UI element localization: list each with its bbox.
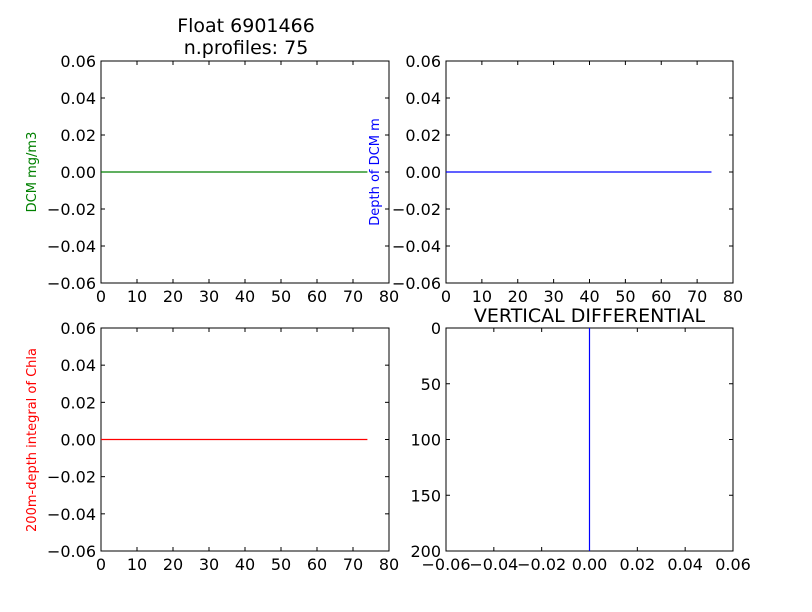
y-axis-label: Depth of DCM m <box>368 118 383 226</box>
x-tick-label: 20 <box>163 287 183 306</box>
y-tick-label: 0.06 <box>405 52 441 71</box>
y-tick-label: −0.06 <box>47 542 96 561</box>
x-tick-label: 0.00 <box>572 555 608 574</box>
y-tick-label: 100 <box>410 431 441 450</box>
y-tick-label: 0.02 <box>60 393 96 412</box>
panel-4: −0.06−0.04−0.02 0.00 0.02 0.04 0.06 0 50 100 150… <box>410 305 750 574</box>
y-tick-label: −0.06 <box>47 274 96 293</box>
y-tick-label: −0.02 <box>47 468 96 487</box>
x-tick-label: 50 <box>615 287 635 306</box>
y-tick-label: −0.04 <box>47 237 96 256</box>
figure-title-line1: Float 6901466 <box>177 15 315 37</box>
y-tick-label: −0.06 <box>392 274 441 293</box>
y-tick-label: −0.02 <box>47 200 96 219</box>
x-tick-label: 30 <box>199 287 219 306</box>
x-tick-label: −0.02 <box>517 555 566 574</box>
y-tick-label: 200 <box>410 542 441 561</box>
y-tick-label: 0.00 <box>405 163 441 182</box>
panel-title: VERTICAL DIFFERENTIAL <box>474 305 706 327</box>
y-tick-label: 0.00 <box>60 431 96 450</box>
y-tick-label: −0.04 <box>392 237 441 256</box>
y-tick-label: 50 <box>421 375 441 394</box>
y-tick-label: 0.04 <box>405 89 441 108</box>
y-tick-label: 150 <box>410 486 441 505</box>
x-tick-label: 0.04 <box>667 555 703 574</box>
y-tick-label: −0.02 <box>392 200 441 219</box>
x-tick-label: −0.04 <box>469 555 518 574</box>
x-tick-label: 60 <box>651 287 671 306</box>
x-tick-label: 10 <box>472 287 492 306</box>
x-tick-label: 50 <box>271 287 291 306</box>
x-tick-label: 10 <box>127 287 147 306</box>
y-axis-label: 200m-depth integral of Chla <box>25 348 40 532</box>
x-tick-label: 30 <box>199 555 219 574</box>
x-tick-label: 20 <box>508 287 528 306</box>
x-tick-label: 60 <box>307 555 327 574</box>
x-tick-label: 80 <box>379 287 399 306</box>
y-tick-label: 0.04 <box>60 89 96 108</box>
y-tick-label: 0.02 <box>405 126 441 145</box>
panel-2: 0 10 20 30 40 50 60 70 80 0.06 0.04 0.02 0.00 −0.02 −0… <box>368 52 743 306</box>
x-tick-label: 60 <box>307 287 327 306</box>
y-tick-label: 0.00 <box>60 163 96 182</box>
figure-title-line2: n.profiles: 75 <box>184 37 309 59</box>
panels: 0 10 20 30 40 50 60 70 800.060.040.020.00−0.02−0… <box>25 52 751 574</box>
x-tick-label: 20 <box>163 555 183 574</box>
y-tick-label: 0.04 <box>60 356 96 375</box>
x-tick-label: 50 <box>271 555 291 574</box>
x-tick-label: 40 <box>579 287 599 306</box>
x-tick-label: 0 <box>441 287 451 306</box>
y-tick-label: 0 <box>431 319 441 338</box>
x-tick-label: 0.06 <box>715 555 751 574</box>
x-tick-label: −0.06 <box>421 555 470 574</box>
x-tick-label: 70 <box>343 287 363 306</box>
y-tick-label: 0.02 <box>60 126 96 145</box>
y-tick-label: 0.06 <box>60 319 96 338</box>
x-tick-label: 70 <box>687 287 707 306</box>
panel-3: 0 10 20 30 40 50 60 70 80 0.06 0.04 0.02 0.00 −0.02 −0… <box>25 319 399 574</box>
y-axis-label: DCM mg/m3 <box>25 132 40 213</box>
x-tick-label: 80 <box>379 555 399 574</box>
y-tick-label: −0.04 <box>47 505 96 524</box>
x-tick-label: 40 <box>235 555 255 574</box>
y-tick-label: 0.06 <box>60 52 96 71</box>
x-tick-label: 40 <box>235 287 255 306</box>
x-tick-label: 30 <box>543 287 563 306</box>
panel-1: 0 10 20 30 40 50 60 70 80 0.06 0.04 0.02 0.00 −0.02 −0… <box>25 52 399 306</box>
x-tick-label: 70 <box>343 555 363 574</box>
x-tick-label: 10 <box>127 555 147 574</box>
x-tick-label: 0 <box>96 555 106 574</box>
x-tick-label: 80 <box>723 287 743 306</box>
x-tick-label: 0.02 <box>620 555 656 574</box>
x-tick-label: 0 <box>96 287 106 306</box>
